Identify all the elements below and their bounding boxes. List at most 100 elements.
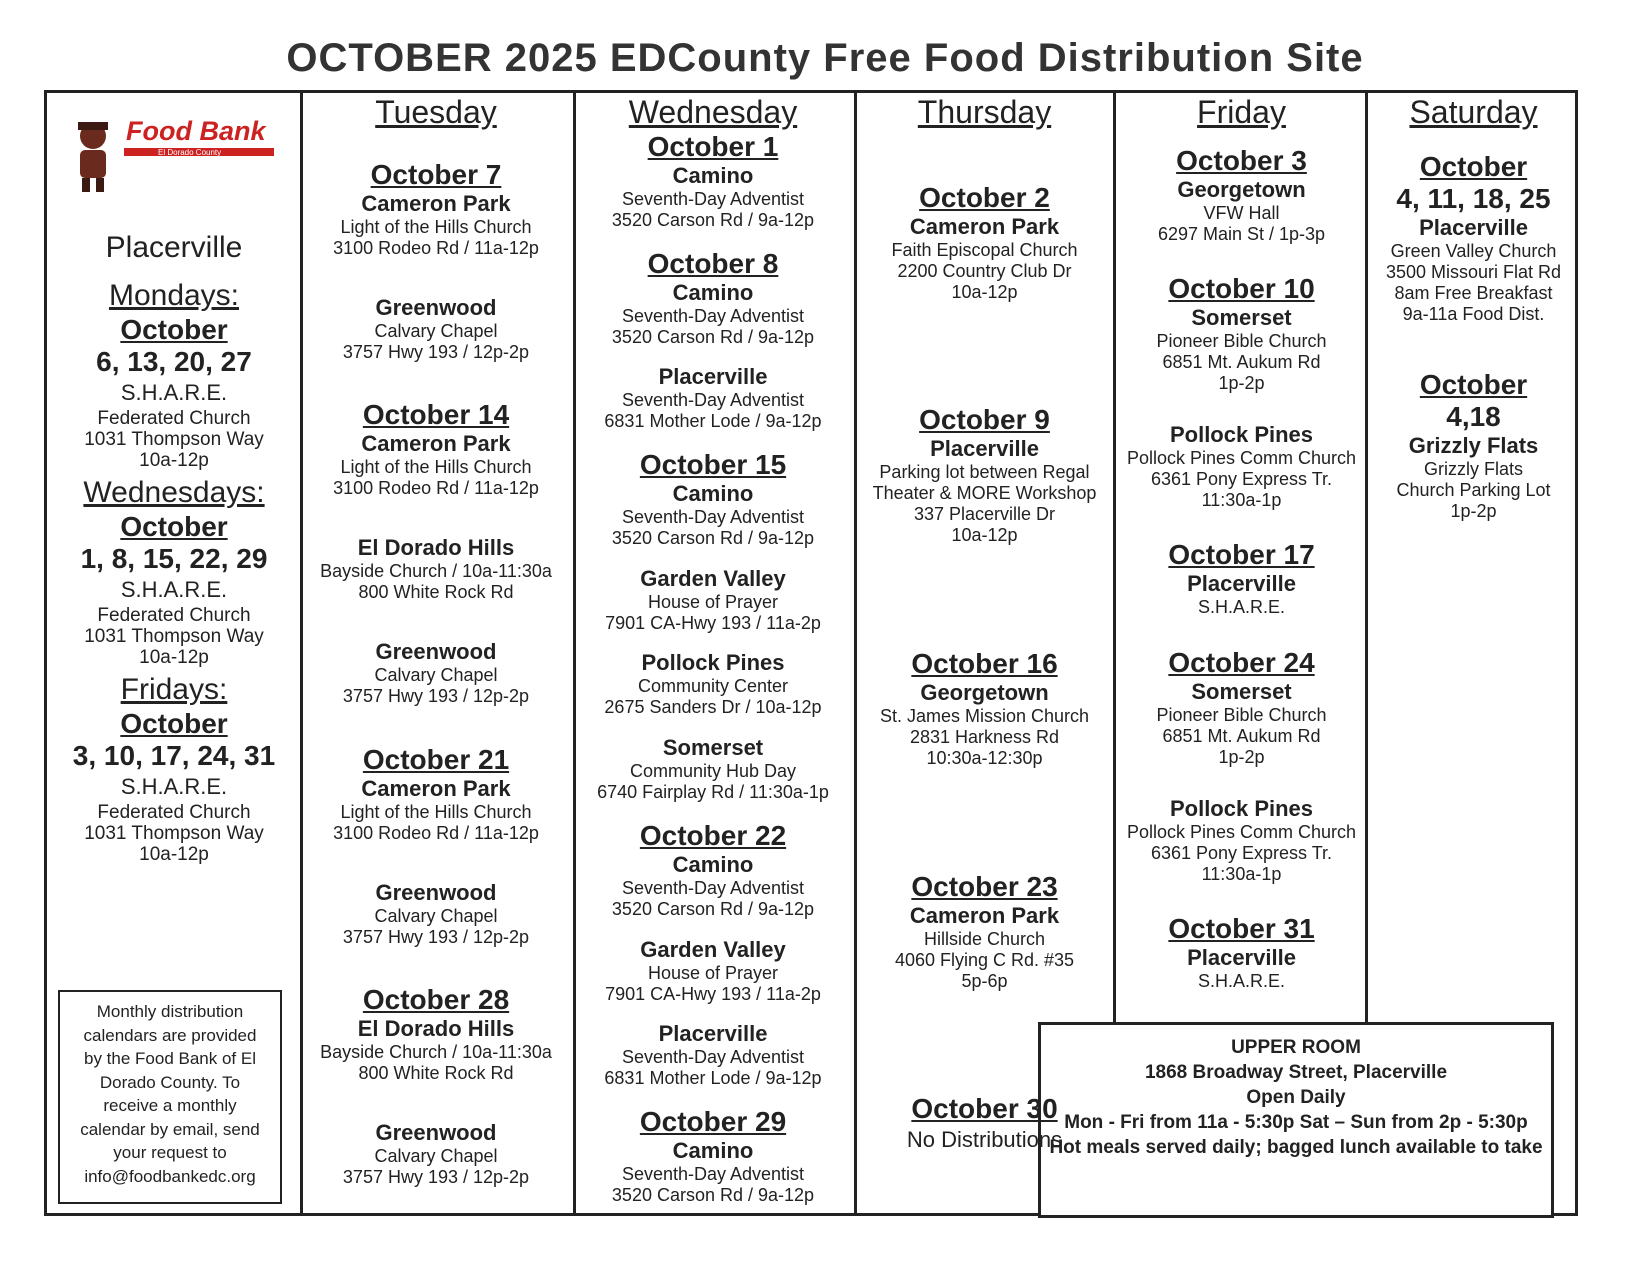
entry: October 9 Placerville Parking lot between …	[855, 404, 1114, 546]
entry: October 21 Cameron Park Light of the Hills…	[301, 744, 571, 844]
upper-room-line: Hot meals served daily; bagged lunch ava…	[1049, 1137, 1543, 1158]
entry-detail: 3757 Hwy 193 / 12p-2p	[342, 342, 530, 363]
entry-detail: 6361 Pony Express Tr.	[1150, 842, 1333, 863]
note-line: info@foodbankedc.org	[84, 1166, 256, 1186]
entry-detail: 3520 Carson Rd / 9a-12p	[611, 1184, 815, 1205]
entry-detail: 3100 Rodeo Rd / 11a-12p	[333, 478, 539, 499]
entry-detail: Seventh-Day Adventist	[621, 1163, 805, 1184]
upper-room-line: Open Daily	[1246, 1087, 1346, 1108]
day-column: Saturday October 4, 11, 18, 25 Placerville G…	[1369, 90, 1578, 1012]
entry-detail: 3520 Carson Rd / 9a-12p	[611, 528, 815, 549]
entry-site: Somerset	[1191, 678, 1292, 704]
entry-detail: 3520 Carson Rd / 9a-12p	[611, 898, 815, 919]
entry-date: October 28	[362, 983, 510, 1015]
dates: 3, 10, 17, 24, 31	[72, 740, 276, 771]
entry: October 10 Somerset Pioneer Bible Church 68…	[1117, 273, 1366, 394]
column-divider	[573, 90, 576, 1216]
entry: October 28 El Dorado Hills Bayside Church …	[301, 984, 571, 1084]
entry-detail: 2200 Country Club Dr	[897, 260, 1072, 281]
entry-detail: Grizzly Flats	[1424, 459, 1523, 479]
entry-detail: Church Parking Lot	[1396, 480, 1551, 500]
column-divider	[854, 90, 857, 1216]
entry-site: Placerville	[1419, 215, 1528, 240]
entry-detail: 3500 Missouri Flat Rd	[1385, 262, 1562, 282]
entry: October 23 Cameron Park Hillside Church 406…	[855, 871, 1114, 992]
schedule-section: Fridays: October 3, 10, 17, 24, 31 S.H.A.R.…	[73, 672, 275, 865]
entry-site: Greenwood	[375, 1119, 497, 1145]
entry-date: October 8	[647, 247, 779, 279]
logo: Food Bank El Dorado County	[78, 116, 274, 192]
column-divider	[1113, 90, 1116, 1022]
entry: October 4,18 Grizzly Flats Grizzly Flats Chu…	[1369, 369, 1578, 522]
note-box: Monthly distribution calendars are provid…	[58, 990, 282, 1204]
entry: October 22 Camino Seventh-Day Adventist 352…	[574, 820, 852, 920]
entry-detail: Bayside Church / 10a-11:30a	[320, 561, 552, 582]
entry-detail: Calvary Chapel	[374, 905, 498, 926]
note-line: calendars are provided	[83, 1025, 257, 1045]
monthly-column: Placerville Mondays: October 6, 13, 20, 27 S…	[47, 90, 301, 980]
entry-site: Greenwood	[375, 639, 497, 665]
entry: October 14 Cameron Park Light of the Hills…	[301, 399, 571, 499]
entry: Pollock Pines Pollock Pines Comm Church 63…	[1117, 796, 1366, 885]
day-header: Wednesday	[628, 94, 798, 130]
detail: 10a-12p	[139, 450, 209, 471]
day-header: Friday	[1197, 94, 1286, 130]
entries: October 1 Camino Seventh-Day Adventist 3520…	[574, 131, 852, 1206]
entry: Garden Valley House of Prayer 7901 CA-Hwy …	[574, 937, 852, 1005]
entry: Greenwood Calvary Chapel 3757 Hwy 193 / 12…	[301, 639, 571, 707]
entry-detail: 6361 Pony Express Tr.	[1150, 469, 1333, 490]
detail: 10a-12p	[139, 647, 209, 668]
day-label: Fridays:	[120, 673, 228, 706]
entry-site: Placerville	[1187, 571, 1296, 597]
entry-site: Cameron Park	[361, 431, 511, 457]
entry-detail: 7901 CA-Hwy 193 / 11a-2p	[605, 612, 821, 633]
entry-detail: Seventh-Day Adventist	[621, 189, 805, 209]
detail: 10a-12p	[139, 844, 209, 865]
entry-detail: Pioneer Bible Church	[1156, 331, 1327, 352]
entry-date: October 23	[911, 870, 1058, 902]
note-line: receive a monthly	[103, 1096, 237, 1115]
entry-dates: 4,18	[1446, 401, 1501, 432]
entry: October 24 Somerset Pioneer Bible Church 68…	[1117, 647, 1366, 768]
entry-site: Greenwood	[375, 295, 497, 321]
entry-detail: Seventh-Day Adventist	[621, 1047, 805, 1068]
entry-detail: 1p-2p	[1218, 746, 1265, 767]
entry-date: October 21	[362, 743, 510, 775]
entry-detail: 8am Free Breakfast	[1394, 283, 1553, 303]
entry: October 29 Camino Seventh-Day Adventist 352…	[574, 1106, 852, 1206]
entry-date: October 29	[639, 1105, 787, 1137]
entry: Greenwood Calvary Chapel 3757 Hwy 193 / 12…	[301, 295, 571, 363]
entry-site: Camino	[672, 163, 754, 188]
entry-date: October 24	[1168, 646, 1315, 678]
entry-site: Placerville	[658, 1021, 768, 1047]
entry-detail: Seventh-Day Adventist	[621, 507, 805, 528]
entry-site: Placerville	[930, 436, 1039, 462]
entry-detail: 9a-11a Food Dist.	[1402, 304, 1545, 324]
entry-detail: 3757 Hwy 193 / 12p-2p	[342, 686, 530, 707]
entry-site: Pollock Pines	[1169, 422, 1314, 448]
month: October	[120, 708, 228, 739]
entry: Somerset Community Hub Day 6740 Fairplay R…	[574, 735, 852, 803]
entry-date: October 30	[911, 1093, 1058, 1125]
entry-detail: 6297 Main St / 1p-3p	[1157, 224, 1326, 245]
entry-site: Placerville	[1187, 944, 1296, 970]
entry-detail: 337 Placerville Dr	[913, 504, 1056, 525]
entry: October 4, 11, 18, 25 Placerville Green Val…	[1369, 151, 1578, 325]
entry-detail: Parking lot between Regal	[879, 462, 1090, 483]
entry-detail: 10:30a-12:30p	[926, 747, 1043, 768]
day-header: Saturday	[1409, 94, 1538, 130]
entry: El Dorado Hills Bayside Church / 10a-11:3…	[301, 535, 571, 603]
detail: 1031 Thompson Way	[84, 429, 264, 450]
entry-detail: Light of the Hills Church	[340, 217, 532, 238]
month: October	[120, 511, 228, 542]
day-label: Wednesdays:	[83, 476, 265, 509]
entries: October 3 Georgetown VFW Hall 6297 Main St …	[1117, 131, 1366, 1006]
entry-detail: Green Valley Church	[1390, 241, 1557, 261]
logo-name: Food Bank	[126, 116, 267, 146]
entry-detail: Calvary Chapel	[374, 321, 498, 342]
entry: October 15 Camino Seventh-Day Adventist 352…	[574, 449, 852, 549]
site: S.H.A.R.E.	[120, 380, 228, 405]
entry-detail: 1p-2p	[1218, 373, 1265, 394]
note-line: Dorado County. To	[99, 1072, 241, 1092]
detail: Federated Church	[97, 605, 251, 626]
